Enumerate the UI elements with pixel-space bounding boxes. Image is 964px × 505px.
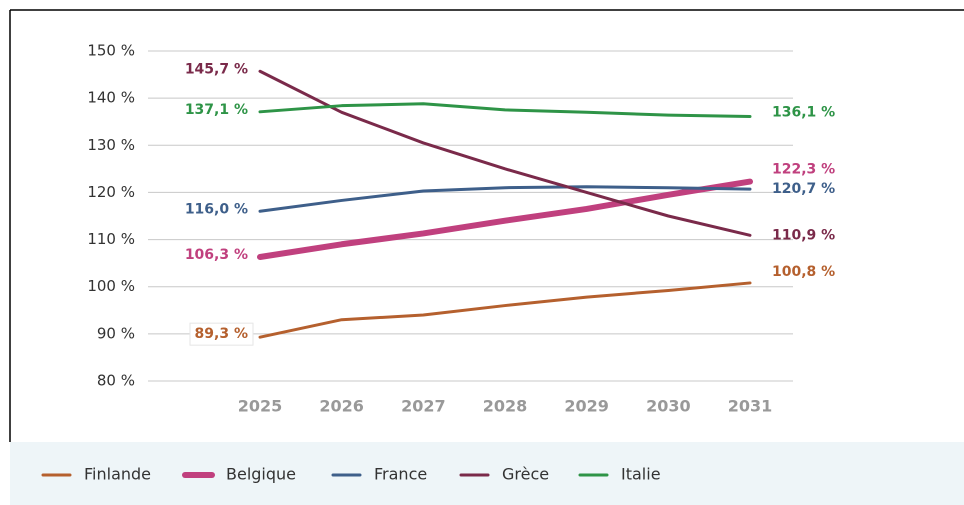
series-line <box>258 185 752 213</box>
x-tick-label: 2026 <box>319 397 364 416</box>
x-tick-label: 2031 <box>728 397 773 416</box>
data-label: 110,9 % <box>772 227 835 243</box>
data-label: 100,8 % <box>772 264 835 280</box>
y-tick-label: 90 % <box>97 324 135 342</box>
data-label: 89,3 % <box>195 326 248 342</box>
series-line <box>258 102 752 119</box>
data-label: 120,7 % <box>772 181 835 197</box>
series-line <box>257 178 753 261</box>
y-tick-label: 150 % <box>87 42 135 60</box>
data-label: 122,3 % <box>772 162 835 178</box>
data-label: 136,1 % <box>772 105 835 121</box>
y-tick-label: 120 % <box>87 183 135 201</box>
y-tick-label: 140 % <box>87 89 135 107</box>
data-label: 116,0 % <box>185 201 248 217</box>
y-tick-label: 100 % <box>87 277 135 295</box>
y-tick-label: 80 % <box>97 372 135 390</box>
data-label: 145,7 % <box>185 61 248 77</box>
x-tick-label: 2028 <box>483 397 528 416</box>
label-bg <box>189 322 254 346</box>
x-tick-label: 2030 <box>646 397 691 416</box>
legend-label: Italie <box>621 465 661 484</box>
legend-label: Finlande <box>84 465 151 484</box>
legend-label: Belgique <box>226 465 296 484</box>
x-tick-label: 2027 <box>401 397 446 416</box>
data-label: 137,1 % <box>185 102 248 118</box>
data-label: 106,3 % <box>185 247 248 263</box>
y-tick-label: 110 % <box>87 230 135 248</box>
series-line <box>258 69 752 237</box>
x-tick-label: 2029 <box>564 397 609 416</box>
x-tick-label: 2025 <box>238 397 283 416</box>
legend-label: France <box>374 465 427 484</box>
series-line <box>258 281 752 339</box>
y-tick-label: 130 % <box>87 136 135 154</box>
legend-label: Grèce <box>502 465 549 484</box>
